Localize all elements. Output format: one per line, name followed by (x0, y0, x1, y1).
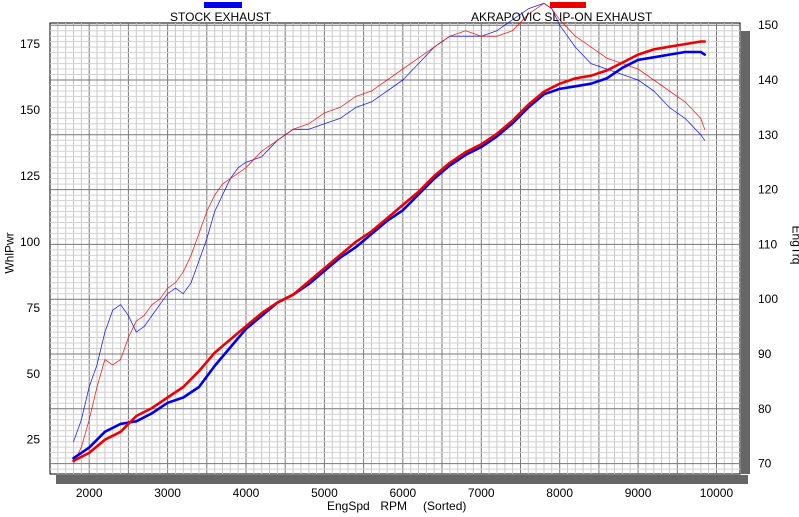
y-axis-title-right: EngTrq (789, 225, 799, 265)
x-tick-label: 4000 (233, 486, 260, 500)
akrapovic-whlpwr-line (72, 40, 707, 463)
x-tick-label: 9000 (625, 486, 652, 500)
y-right-tick-label: 150 (758, 18, 778, 32)
akrapovic-engtrq-line (73, 2, 706, 465)
legend-label-stock: STOCK EXHAUST (170, 10, 272, 24)
y-left-tick-label: 75 (27, 301, 41, 315)
y-left-tick-label: 50 (27, 367, 41, 381)
x-tick-label: 3000 (154, 486, 181, 500)
legend-label-akrapovic: AKRAPOVIC SLIP-ON EXHAUST (471, 10, 653, 24)
y-right-tick-label: 120 (758, 183, 778, 197)
legend-swatch-akrapovic (550, 2, 586, 8)
x-tick-label: 7000 (468, 486, 495, 500)
y-right-tick-label: 140 (758, 73, 778, 87)
y-left-tick-label: 100 (20, 235, 40, 249)
x-tick-label: 6000 (389, 486, 416, 500)
y-right-tick-label: 100 (758, 292, 778, 306)
x-axis-title: EngSpd RPM (Sorted) (327, 499, 467, 513)
series-group (72, 2, 707, 465)
stock-engtrq-line (73, 2, 706, 443)
y-right-tick-label: 70 (758, 457, 772, 471)
y-axis-title-left: WhlPwr (2, 232, 17, 274)
right-axis-bar (741, 31, 750, 474)
tick-labels: 2000 3000 4000 5000 6000 7000 8000 9000 10000 25 5… (20, 18, 778, 500)
y-left-tick-label: 25 (27, 433, 41, 447)
x-tick-label: 5000 (311, 486, 338, 500)
y-left-tick-label: 150 (20, 103, 40, 117)
x-tick-label: 8000 (546, 486, 573, 500)
y-right-tick-label: 110 (758, 237, 777, 251)
stock-whlpwr-line (72, 50, 707, 460)
y-right-tick-label: 80 (758, 402, 772, 416)
y-left-tick-label: 175 (20, 37, 40, 51)
x-tick-label: 10000 (700, 486, 734, 500)
x-tick-label: 2000 (76, 486, 103, 500)
y-left-tick-label: 125 (20, 169, 40, 183)
y-right-tick-label: 90 (758, 347, 772, 361)
y-right-tick-label: 130 (758, 128, 778, 142)
bottom-axis-bar (56, 475, 748, 484)
legend-swatch-stock (204, 2, 242, 8)
